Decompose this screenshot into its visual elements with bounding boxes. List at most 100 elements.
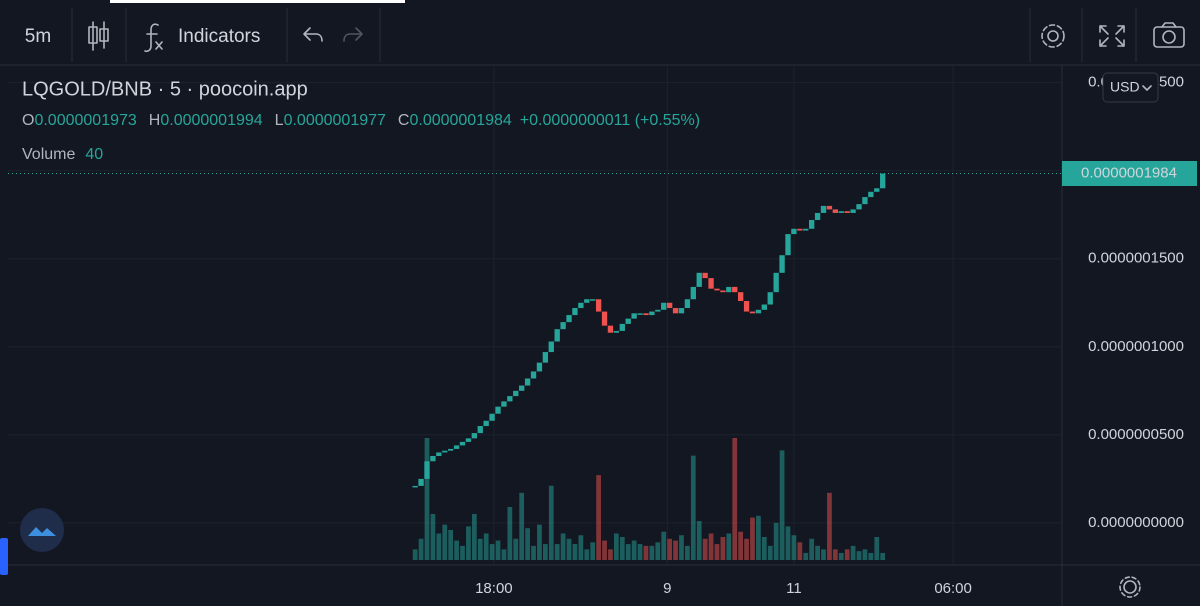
candle-body — [459, 441, 466, 446]
last-price-badge — [1062, 160, 1197, 186]
volume-bar — [673, 540, 678, 560]
candle-body — [749, 311, 756, 314]
volume-bar — [708, 533, 714, 560]
candle-body — [489, 413, 495, 421]
candle-body — [874, 188, 880, 192]
volume-bar — [436, 533, 442, 560]
chart-type-button[interactable] — [88, 21, 109, 51]
volume-bar — [767, 545, 773, 560]
volume-bar — [460, 545, 465, 560]
interval-button[interactable]: 5m — [25, 26, 51, 47]
volume-bar — [690, 455, 696, 560]
side-tab[interactable] — [0, 538, 8, 575]
toolbar: 5m Indicators — [0, 8, 1200, 66]
undo-button[interactable] — [303, 27, 323, 42]
volume-bar — [821, 549, 826, 560]
volume-bar — [513, 538, 519, 560]
volume-value: 40 — [85, 146, 103, 163]
volume-bar — [471, 514, 477, 560]
volume-bar — [554, 544, 560, 560]
indicators-button[interactable]: Indicators — [178, 26, 260, 47]
indicators-icon[interactable] — [144, 23, 163, 53]
y-tick-label: 0.0000000000 — [1088, 514, 1184, 531]
candle-body — [637, 313, 643, 315]
candle-body — [501, 401, 507, 407]
ohlc-value: 0.0000001973 — [34, 112, 136, 129]
candle-body — [743, 300, 750, 312]
candle-body — [507, 396, 513, 402]
axis-settings-button[interactable] — [1119, 576, 1141, 598]
volume-bar — [744, 538, 749, 560]
candle-body — [477, 426, 483, 434]
candle-body — [880, 173, 886, 189]
candle-body — [814, 212, 821, 220]
candle-body — [524, 378, 531, 386]
volume-bar — [832, 549, 838, 560]
currency-label[interactable]: USD — [1110, 79, 1140, 95]
volume-bar — [797, 542, 803, 560]
candle-body — [607, 325, 614, 333]
candle-body — [737, 292, 744, 301]
volume-bar — [809, 538, 815, 560]
candle-body — [684, 299, 691, 309]
settings-button[interactable] — [1041, 24, 1065, 48]
volume-bar — [596, 475, 601, 560]
volume-bar — [454, 540, 459, 560]
volume-bar — [602, 540, 607, 560]
volume-bar — [679, 535, 684, 560]
candle-body — [418, 478, 424, 486]
volume-bar — [566, 538, 572, 560]
volume-bar — [483, 533, 489, 560]
usd-button[interactable]: USD — [1102, 72, 1159, 103]
volume-bar — [637, 544, 643, 560]
plot — [8, 65, 1062, 565]
candle-body — [726, 286, 732, 293]
y-tick-label: 0.0000001000 — [1088, 338, 1184, 355]
volume-bar — [791, 535, 797, 560]
candle-body — [584, 299, 590, 303]
candle-body — [530, 371, 537, 379]
x-tick-label: 11 — [786, 580, 802, 597]
ohlc-value: 0.0000001977 — [284, 112, 386, 129]
candle-body — [619, 323, 625, 331]
candle-body — [548, 341, 554, 353]
candle-body — [732, 286, 738, 293]
candle-body — [601, 311, 608, 326]
volume-bar — [495, 540, 501, 560]
volume-bar — [720, 537, 726, 560]
candle-body — [832, 209, 839, 213]
volume-bar — [732, 438, 738, 560]
volume-bar — [608, 549, 613, 560]
candle-body — [578, 302, 584, 309]
volume-bar — [761, 537, 767, 560]
volume-bar — [702, 538, 708, 560]
candle-body — [797, 228, 803, 231]
volume-bar — [661, 531, 667, 560]
candle-body — [430, 455, 436, 462]
volume-bar — [578, 535, 584, 560]
candle-body — [690, 286, 696, 300]
screenshot-button[interactable] — [1153, 22, 1185, 48]
y-tick-label: 0.0000001500 — [1088, 250, 1184, 267]
fullscreen-button[interactable] — [1099, 25, 1125, 47]
ohlc-value: 0.0000001994 — [160, 112, 262, 129]
volume-bar — [590, 542, 596, 560]
candle-body — [448, 448, 454, 451]
volume-bar — [803, 552, 809, 560]
ohlc-key: H — [149, 112, 161, 129]
volume-bar — [507, 506, 513, 560]
volume-bar — [560, 533, 566, 560]
candle-body — [649, 311, 655, 316]
redo-button[interactable] — [343, 27, 363, 42]
volume-bar — [572, 544, 578, 560]
candle-body — [424, 461, 430, 479]
candle-body — [519, 385, 525, 391]
volume-bar — [880, 552, 886, 560]
volume-bar — [625, 544, 631, 560]
candle-body — [412, 485, 418, 488]
candle-body — [590, 299, 596, 301]
volume-bar — [531, 545, 536, 560]
volume-bar — [868, 552, 874, 560]
volume-bar — [862, 549, 868, 560]
